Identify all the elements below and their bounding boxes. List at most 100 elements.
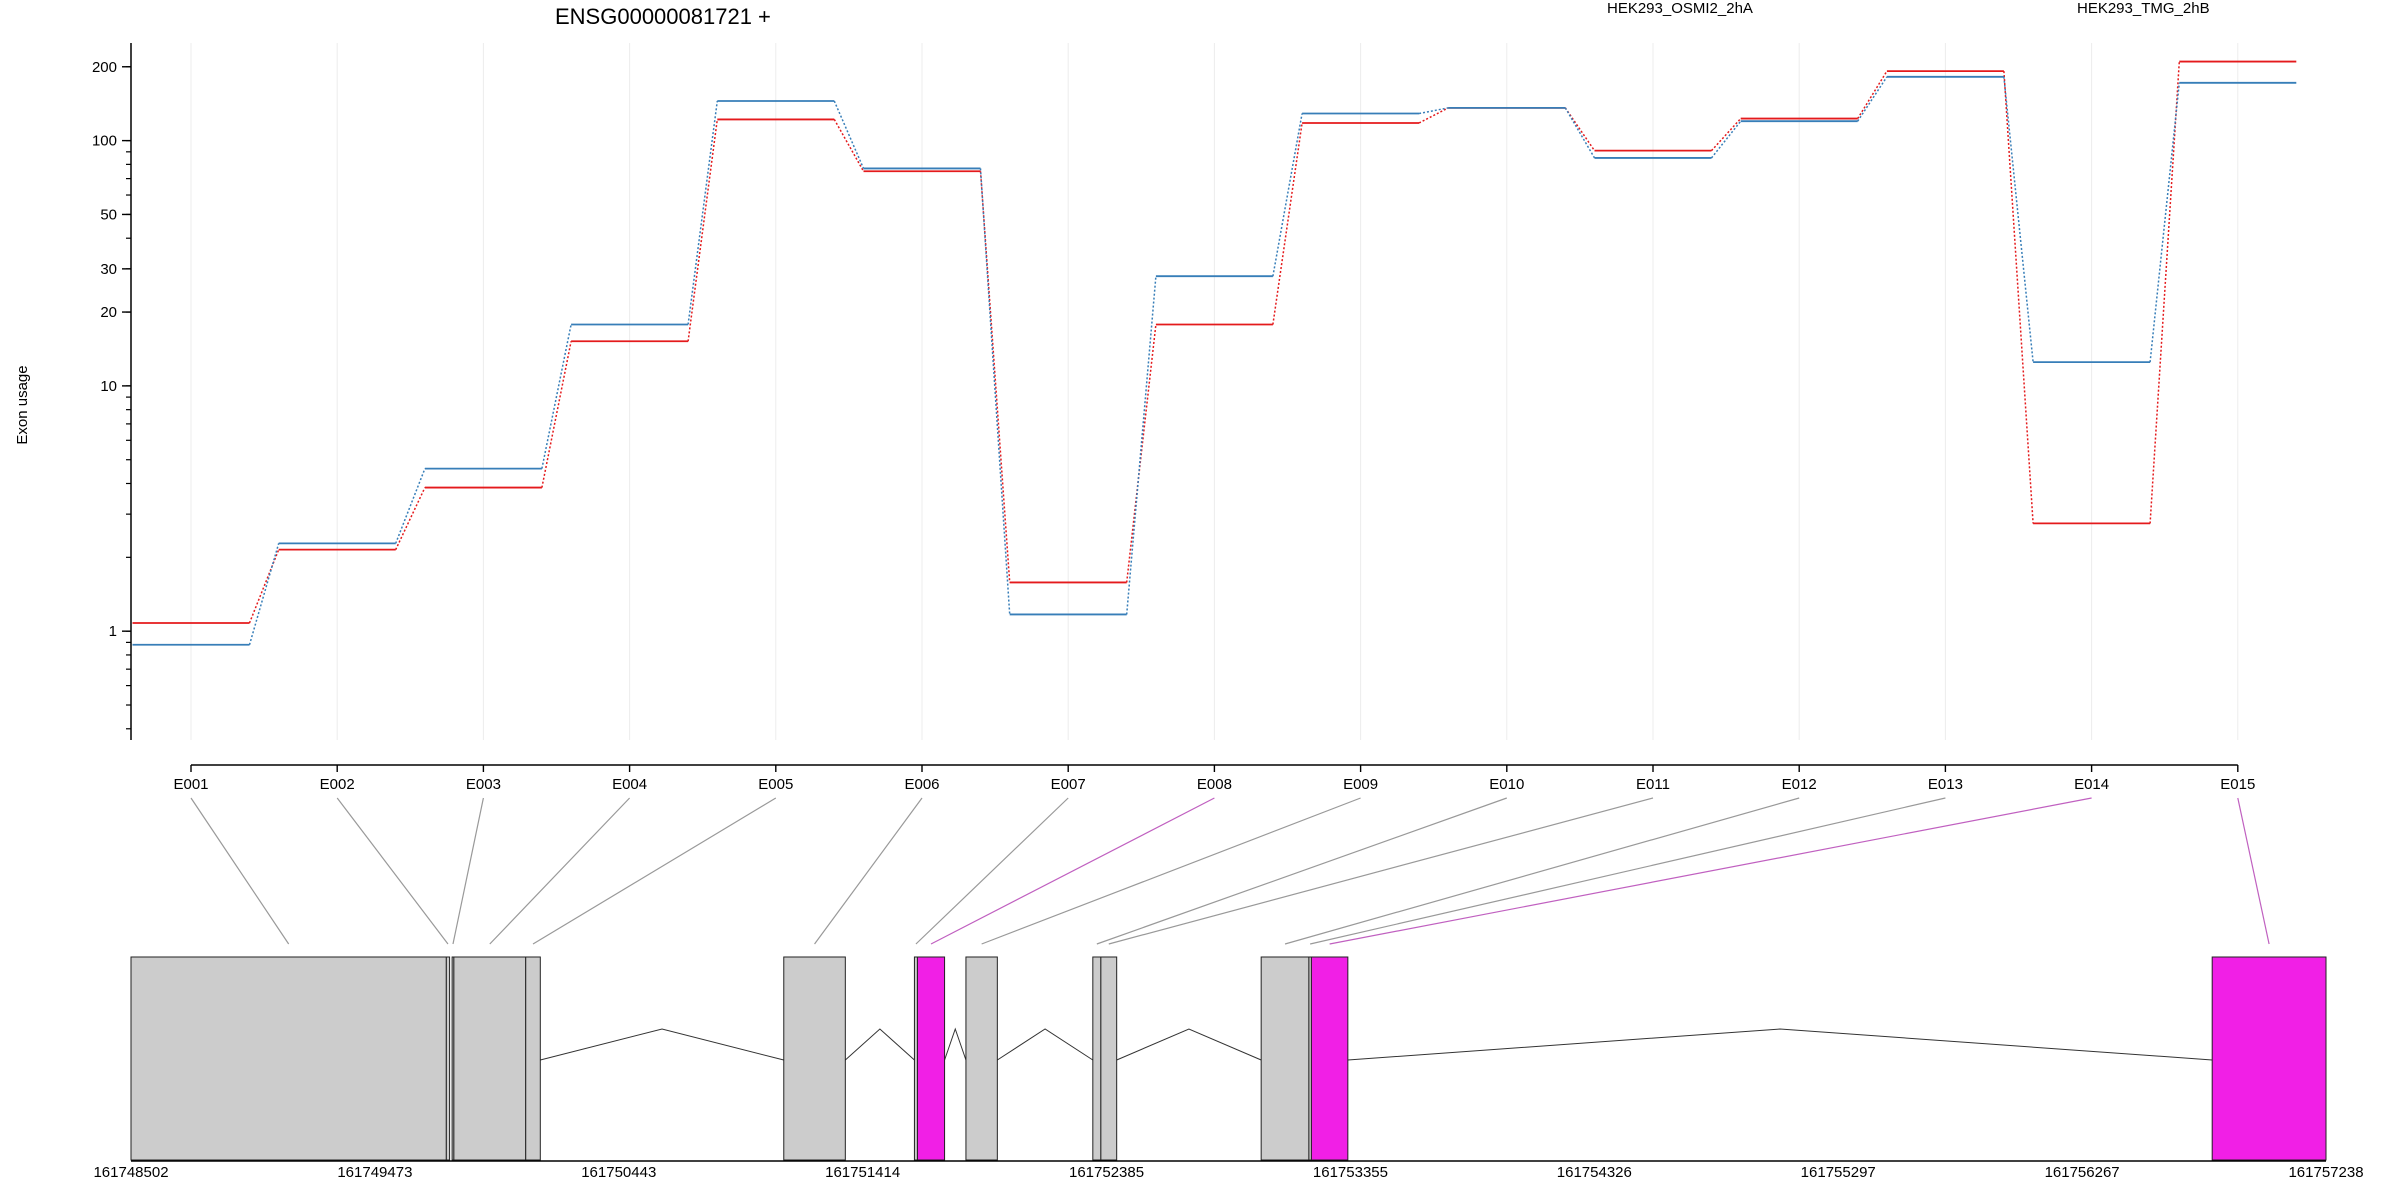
exon-value-connector (833, 119, 865, 172)
exon-box-E006 (783, 956, 846, 1161)
exon-connector (336, 797, 449, 945)
exon-connector (532, 797, 777, 945)
exon-box-E008 (916, 956, 946, 1161)
exon-connector (1329, 797, 2092, 945)
exon-box-E011 (1100, 956, 1118, 1161)
y-axis: 1 10 20 30 50 100 200 (92, 43, 132, 740)
exon-value-connector (1564, 107, 1596, 152)
exon-value-connector (1857, 76, 1888, 122)
exon-value-connector (2003, 71, 2034, 524)
exon-value-connector (395, 487, 426, 550)
exon-value-connector (979, 168, 1011, 615)
genomic-tick-label: 161750443 (581, 1164, 656, 1181)
x-grid-lines (190, 43, 2239, 740)
series-1 (132, 60, 2297, 624)
x-tick-label: E013 (1928, 776, 1963, 793)
genomic-tick-label: 161752385 (1069, 1164, 1144, 1181)
x-axis: E001 E002 E003 E004 E005 E006 E007 E008 E009 E010… (173, 764, 2255, 793)
exon-value-connector (1418, 107, 1449, 115)
exon-value-connector (833, 100, 865, 169)
exon-value-connector (541, 324, 572, 469)
exon-value-connector (687, 100, 719, 325)
chart-title: ENSG00000081721 + (555, 4, 771, 29)
exon-value-connector (1564, 107, 1596, 159)
genomic-tick-label: 161748502 (93, 1164, 168, 1181)
exon-value-connector (979, 171, 1011, 583)
y-tick-label: 1 (109, 623, 117, 640)
exon-connector (2237, 797, 2270, 945)
genomic-tick-label: 161754326 (1557, 1164, 1632, 1181)
exon-value-connector (2003, 76, 2034, 363)
x-tick-label: E008 (1197, 776, 1232, 793)
x-tick-label: E015 (2220, 776, 2255, 793)
y-axis-label: Exon usage (14, 365, 31, 444)
genomic-tick-label: 161757238 (2288, 1164, 2363, 1181)
y-tick-label: 30 (100, 261, 117, 278)
x-tick-label: E014 (2074, 776, 2109, 793)
genomic-tick-label: 161755297 (1801, 1164, 1876, 1181)
exon-value-connector (248, 549, 280, 624)
exon-connector (1310, 797, 1946, 945)
y-tick-label: 20 (100, 304, 117, 321)
exon-connector (981, 797, 1361, 945)
exon-connector (190, 797, 290, 945)
genomic-axis: 161748502 161749473 161750443 161751414 1617… (93, 1160, 2364, 1181)
y-tick-label: 10 (100, 378, 117, 395)
x-tick-label: E003 (466, 776, 501, 793)
x-tick-label: E007 (1051, 776, 1086, 793)
y-tick-label: 100 (92, 133, 117, 150)
x-tick-label: E001 (173, 776, 208, 793)
genomic-tick-label: 161751414 (825, 1164, 900, 1181)
exon-connector (814, 797, 923, 945)
exon-box-E012 (1260, 956, 1310, 1161)
exon-connector (489, 797, 631, 945)
exon-box-E001 (130, 956, 447, 1161)
exon-value-connector (1272, 113, 1303, 277)
exon-connector-lines (190, 797, 2270, 945)
exon-value-connector (687, 119, 719, 342)
intron-line (1116, 1028, 1262, 1061)
exon-connector (1096, 797, 1508, 945)
exon-box-E005 (525, 956, 541, 1161)
exon-connector (452, 797, 484, 945)
exon-value-connector (541, 341, 572, 488)
exon-box-E004 (453, 956, 527, 1161)
exon-value-connector (2149, 61, 2181, 524)
exon-connector (930, 797, 1215, 945)
exon-connector (915, 797, 1069, 945)
x-tick-label: E006 (904, 776, 939, 793)
x-tick-label: E009 (1343, 776, 1378, 793)
exon-box-E014 (1310, 956, 1349, 1161)
exon-connector (1108, 797, 1654, 945)
genomic-tick-label: 161753355 (1313, 1164, 1388, 1181)
intron-line (1347, 1028, 2213, 1061)
exon-box-E002 (445, 956, 451, 1161)
gene-model (130, 956, 2327, 1161)
x-tick-label: E012 (1782, 776, 1817, 793)
exon-box-E009 (965, 956, 998, 1161)
series-lines (132, 60, 2297, 646)
exon-value-connector (2149, 82, 2181, 363)
intron-line (997, 1028, 1094, 1061)
x-tick-label: E011 (1636, 776, 1670, 793)
intron-line (540, 1028, 784, 1061)
exon-value-connector (1125, 276, 1157, 615)
series-2 (132, 75, 2297, 646)
exon-value-connector (248, 543, 280, 645)
x-tick-label: E004 (612, 776, 647, 793)
exon-box-E010 (1092, 956, 1102, 1161)
x-tick-label: E005 (758, 776, 793, 793)
x-tick-label: E010 (1489, 776, 1524, 793)
exon-value-connector (1272, 122, 1303, 325)
exon-connector (1284, 797, 1800, 945)
genomic-tick-label: 161749473 (337, 1164, 412, 1181)
x-tick-label: E002 (320, 776, 355, 793)
y-tick-label: 200 (92, 59, 117, 76)
exon-value-connector (395, 468, 426, 544)
intron-line (944, 1027, 967, 1061)
exon-value-connector (1710, 120, 1742, 159)
exon-box-E015 (2211, 956, 2327, 1161)
legend-entry-tmg: HEK293_TMG_2hB (2077, 0, 2210, 17)
genomic-tick-label: 161756267 (2045, 1164, 2120, 1181)
